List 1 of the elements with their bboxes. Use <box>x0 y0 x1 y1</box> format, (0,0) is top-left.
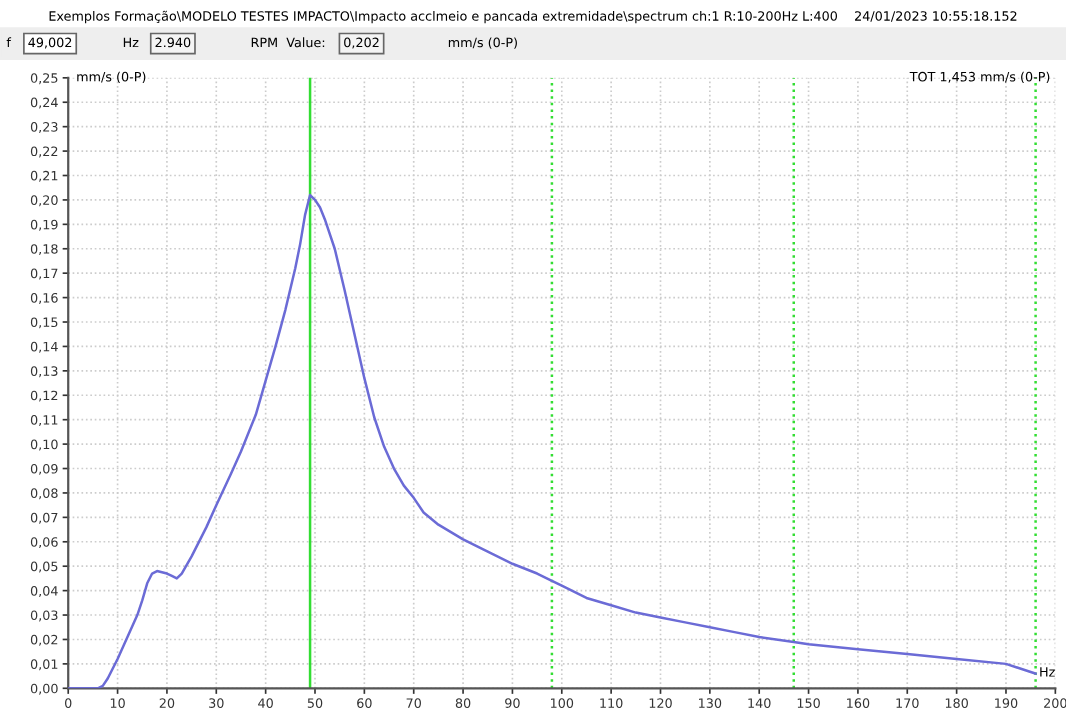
line-series <box>68 193 1037 689</box>
